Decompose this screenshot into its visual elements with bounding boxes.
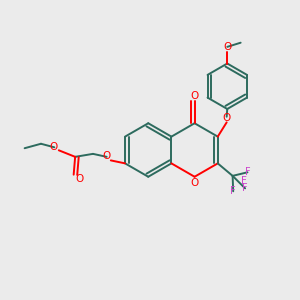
Text: F: F xyxy=(242,183,248,193)
Text: O: O xyxy=(223,112,231,123)
Text: O: O xyxy=(76,174,84,184)
Text: F: F xyxy=(245,167,250,177)
Text: O: O xyxy=(50,142,58,152)
Text: F: F xyxy=(230,186,236,196)
Text: F: F xyxy=(241,176,247,186)
Text: O: O xyxy=(102,151,110,161)
Text: O: O xyxy=(190,91,199,101)
Text: O: O xyxy=(223,42,231,52)
Text: O: O xyxy=(190,178,198,188)
